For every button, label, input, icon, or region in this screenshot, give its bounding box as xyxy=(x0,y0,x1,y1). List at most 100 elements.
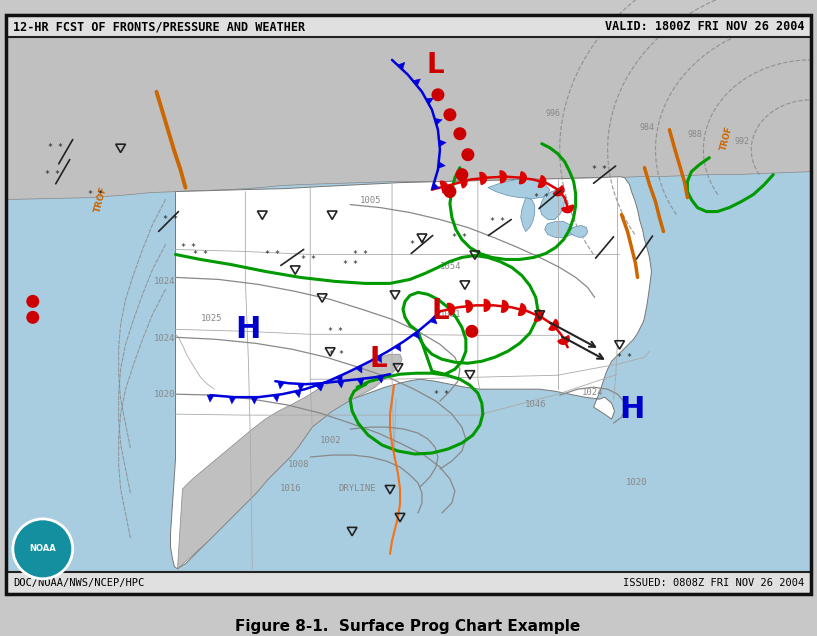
Text: 996: 996 xyxy=(546,109,560,118)
Text: TROF: TROF xyxy=(93,185,109,214)
Text: 1025: 1025 xyxy=(200,314,222,323)
Text: * *: * * xyxy=(88,190,103,199)
Polygon shape xyxy=(502,300,508,312)
Text: 1020: 1020 xyxy=(154,390,175,399)
Circle shape xyxy=(444,185,457,198)
Text: * *: * * xyxy=(435,390,449,399)
Text: * *: * * xyxy=(301,255,315,264)
Text: TROF: TROF xyxy=(719,125,734,151)
Polygon shape xyxy=(273,394,279,402)
Polygon shape xyxy=(561,205,574,212)
Circle shape xyxy=(13,519,73,579)
Text: 1020: 1020 xyxy=(626,478,647,487)
Polygon shape xyxy=(251,397,258,404)
Text: * *: * * xyxy=(617,353,632,362)
Text: 1024: 1024 xyxy=(154,277,175,286)
Text: 1024: 1024 xyxy=(582,388,603,397)
Polygon shape xyxy=(375,355,382,363)
Text: 1008: 1008 xyxy=(288,460,310,469)
Text: 12-HR FCST OF FRONTS/PRESSURE AND WEATHER: 12-HR FCST OF FRONTS/PRESSURE AND WEATHE… xyxy=(13,20,305,34)
Polygon shape xyxy=(6,15,811,200)
Bar xyxy=(6,572,811,594)
Text: 1001: 1001 xyxy=(440,310,462,319)
Polygon shape xyxy=(520,198,535,232)
Polygon shape xyxy=(439,140,446,147)
Text: * *: * * xyxy=(193,250,208,259)
Text: DRYLINE: DRYLINE xyxy=(338,484,376,493)
Text: L: L xyxy=(369,345,387,373)
Polygon shape xyxy=(553,186,564,196)
Polygon shape xyxy=(440,181,448,193)
Polygon shape xyxy=(540,190,565,219)
Text: 988: 988 xyxy=(687,130,702,139)
Circle shape xyxy=(26,295,39,308)
Text: H: H xyxy=(235,315,261,344)
Polygon shape xyxy=(336,375,342,383)
Text: * *: * * xyxy=(48,143,63,152)
Polygon shape xyxy=(278,382,284,389)
Text: * *: * * xyxy=(490,217,505,226)
Circle shape xyxy=(462,148,475,161)
Polygon shape xyxy=(466,300,472,312)
Text: NOAA: NOAA xyxy=(29,544,56,553)
Polygon shape xyxy=(549,319,558,330)
Polygon shape xyxy=(355,365,362,373)
Polygon shape xyxy=(426,98,434,104)
Text: 1054: 1054 xyxy=(440,263,462,272)
Circle shape xyxy=(453,127,467,140)
Polygon shape xyxy=(545,221,574,237)
Text: * *: * * xyxy=(353,250,368,259)
Polygon shape xyxy=(432,183,440,190)
Polygon shape xyxy=(534,310,542,321)
Polygon shape xyxy=(448,303,455,315)
Text: * *: * * xyxy=(265,250,279,259)
Polygon shape xyxy=(207,395,214,402)
Text: H: H xyxy=(618,394,645,424)
Polygon shape xyxy=(177,354,402,569)
Polygon shape xyxy=(438,162,445,169)
Text: 984: 984 xyxy=(640,123,655,132)
Polygon shape xyxy=(480,172,486,184)
Text: L: L xyxy=(426,51,444,79)
Circle shape xyxy=(26,311,39,324)
Text: * *: * * xyxy=(342,260,358,269)
Text: * *: * * xyxy=(163,215,178,224)
Polygon shape xyxy=(398,62,404,70)
Text: 1046: 1046 xyxy=(525,400,547,409)
Polygon shape xyxy=(568,226,587,237)
Polygon shape xyxy=(315,384,322,391)
Text: ISSUED: 0808Z FRI NOV 26 2004: ISSUED: 0808Z FRI NOV 26 2004 xyxy=(623,577,804,588)
Polygon shape xyxy=(357,378,364,386)
Polygon shape xyxy=(538,176,546,188)
Polygon shape xyxy=(413,331,419,339)
Text: * *: * * xyxy=(592,165,607,174)
Bar xyxy=(6,15,811,37)
Text: L: L xyxy=(431,298,449,326)
Text: 1016: 1016 xyxy=(280,484,301,493)
Polygon shape xyxy=(484,300,490,312)
Text: * *: * * xyxy=(45,170,60,179)
Text: DOC/NOAA/NWS/NCEP/HPC: DOC/NOAA/NWS/NCEP/HPC xyxy=(13,577,144,588)
Polygon shape xyxy=(519,303,526,315)
Text: * *: * * xyxy=(328,350,344,359)
Polygon shape xyxy=(413,79,421,86)
Text: 1024: 1024 xyxy=(154,335,175,343)
Polygon shape xyxy=(435,118,442,125)
Polygon shape xyxy=(229,397,236,404)
Text: VALID: 1800Z FRI NOV 26 2004: VALID: 1800Z FRI NOV 26 2004 xyxy=(605,20,804,34)
Polygon shape xyxy=(337,381,344,388)
Polygon shape xyxy=(558,336,569,344)
Polygon shape xyxy=(297,384,305,391)
Polygon shape xyxy=(317,383,324,391)
Text: 1005: 1005 xyxy=(360,196,382,205)
Text: * *: * * xyxy=(181,243,196,252)
Text: Figure 8-1.  Surface Prog Chart Example: Figure 8-1. Surface Prog Chart Example xyxy=(235,619,581,634)
Polygon shape xyxy=(171,177,651,569)
Polygon shape xyxy=(459,176,467,188)
Text: * *: * * xyxy=(410,240,426,249)
Polygon shape xyxy=(520,172,526,184)
Text: * *: * * xyxy=(453,233,467,242)
Polygon shape xyxy=(430,317,437,324)
Polygon shape xyxy=(488,179,550,198)
Polygon shape xyxy=(500,171,507,183)
